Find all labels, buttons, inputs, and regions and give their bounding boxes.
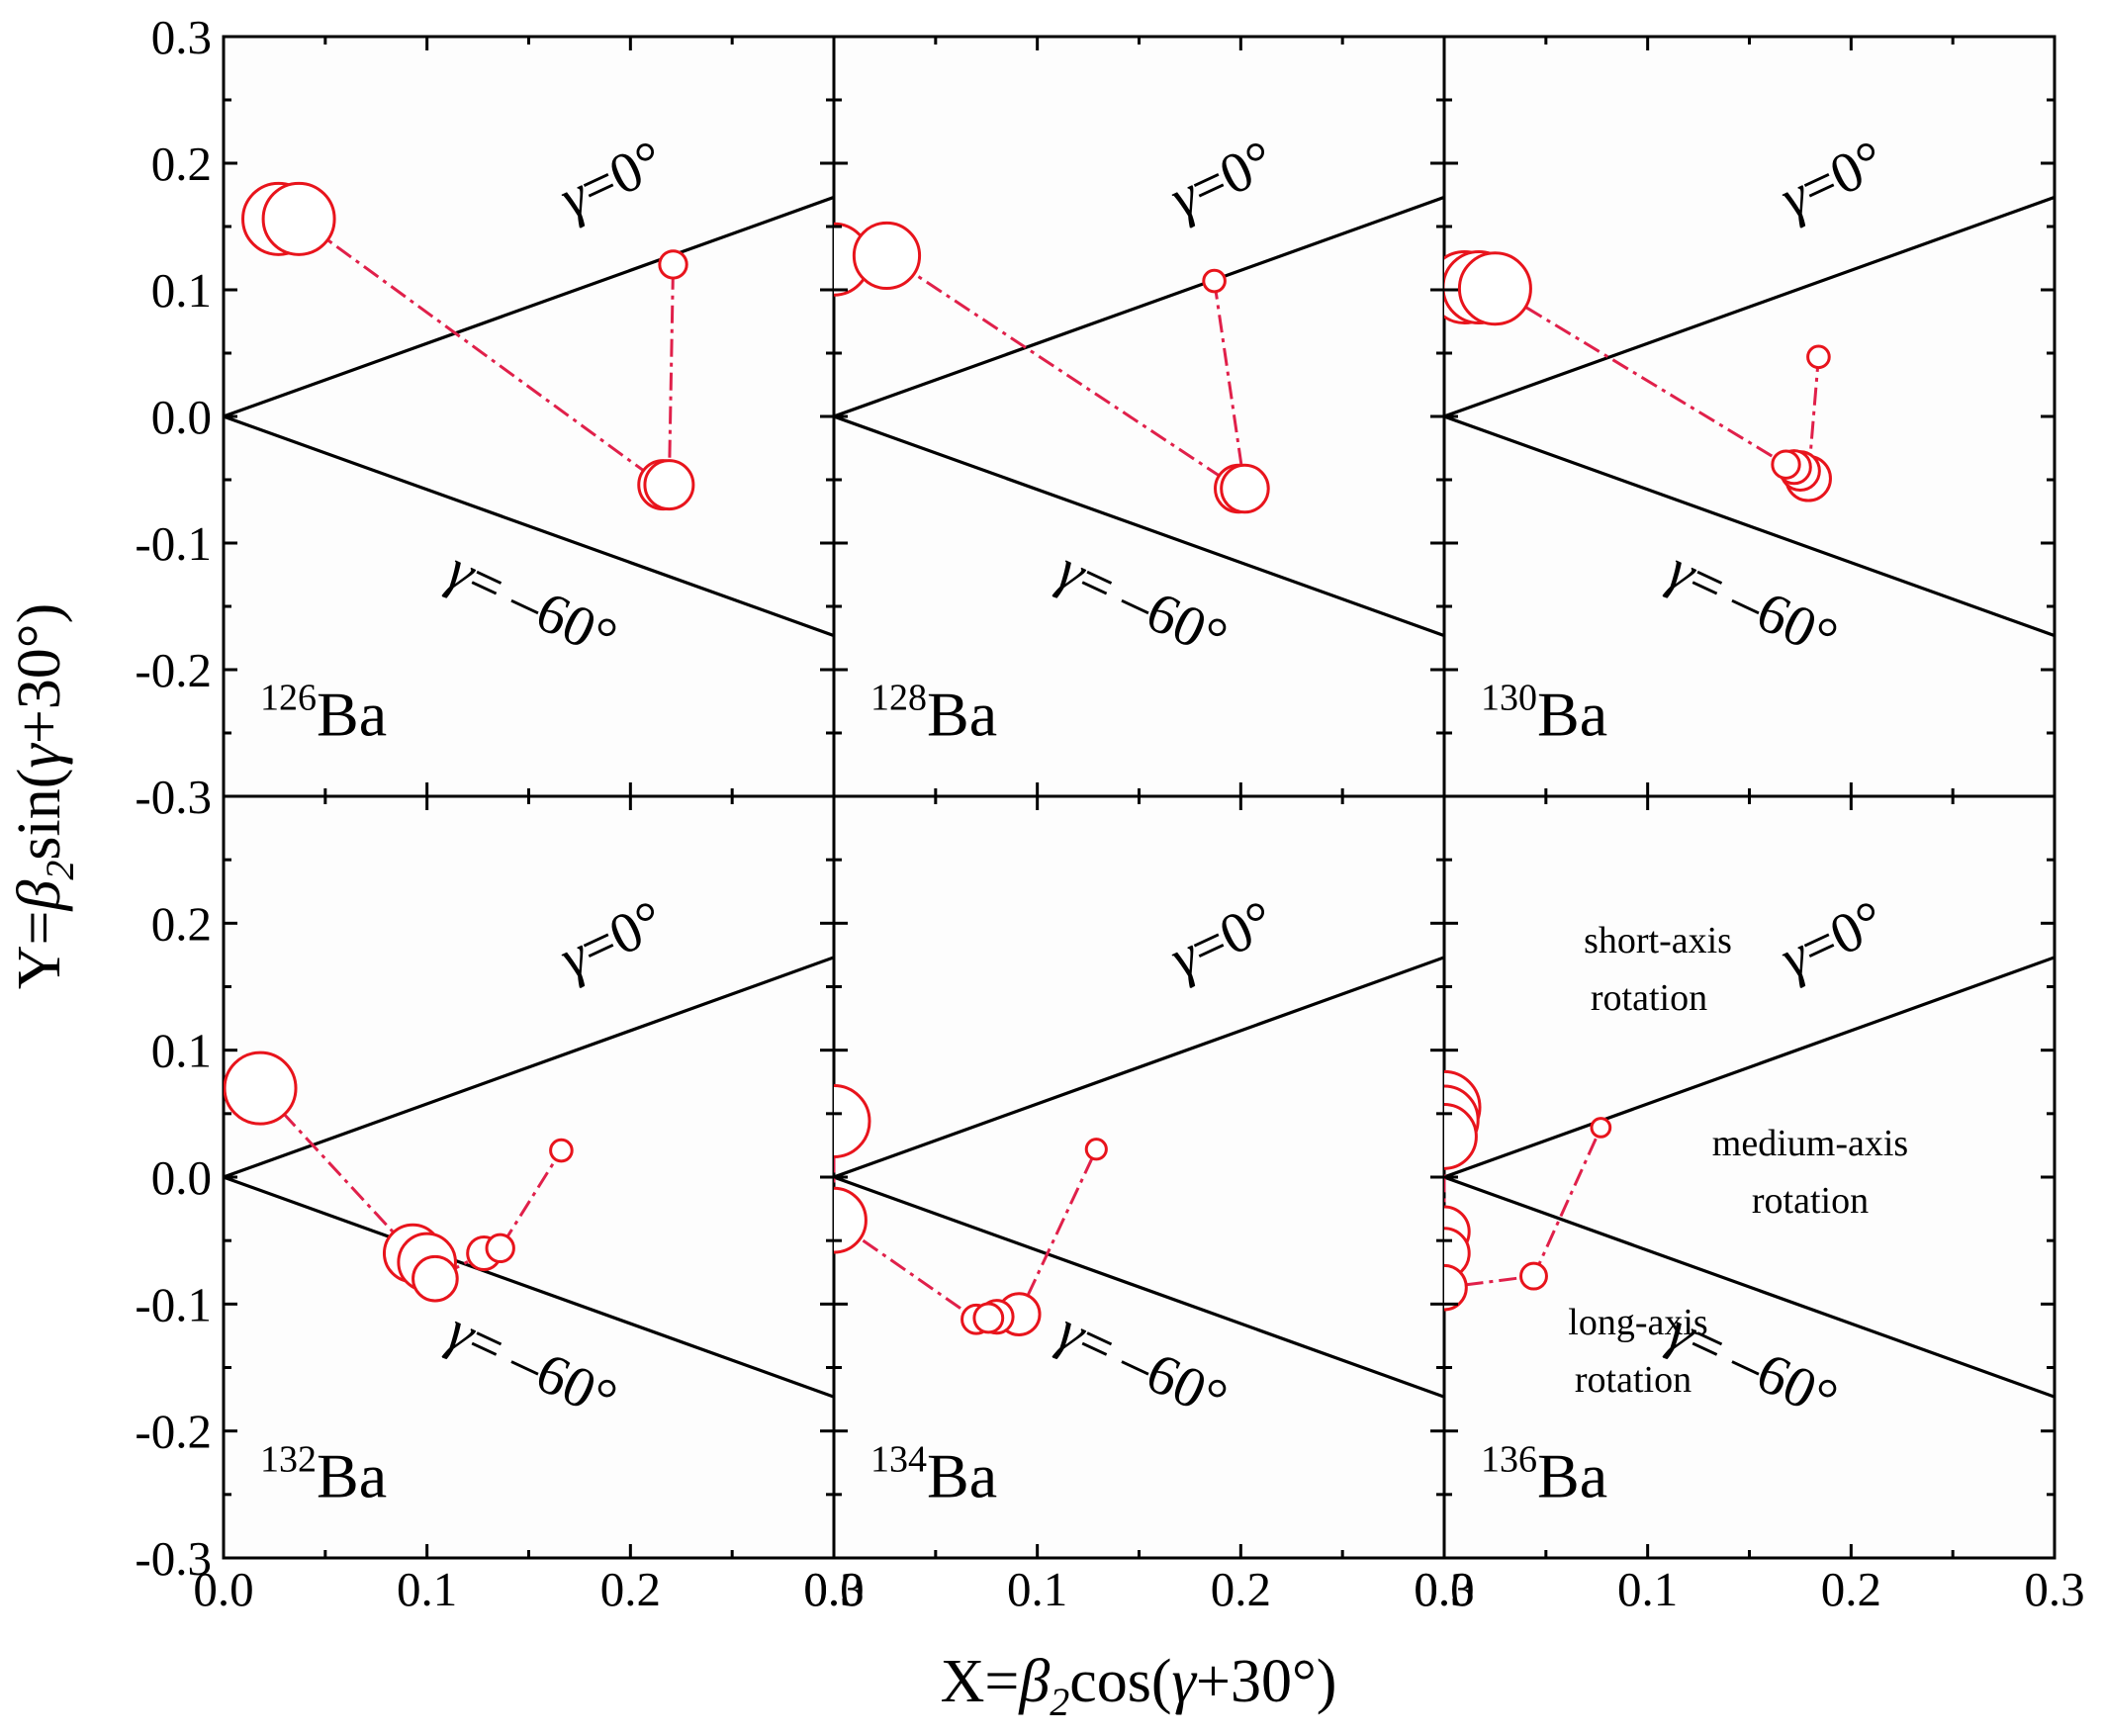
data-point	[549, 1138, 574, 1163]
x-tick-label: 0.3	[1414, 1562, 1474, 1616]
y-tick-label: 0.2	[151, 137, 212, 191]
medium-axis-label-2: rotation	[1752, 1180, 1869, 1222]
gamma-minus60-line	[834, 414, 1444, 638]
nucleus-label: 132Ba	[260, 1438, 387, 1510]
data-point	[1771, 449, 1801, 480]
short-axis-label-2: rotation	[1591, 977, 1707, 1019]
x-tick-label: 0.3	[2024, 1562, 2084, 1616]
gamma-minus60-line	[834, 1175, 1444, 1399]
tick-labels: 0.0 0.1 0.2 0.30.0 0.1 0.2 0.30.0 0.1 0.2 0.30.30…	[135, 10, 2084, 1616]
data-point	[1444, 1103, 1478, 1170]
x-axis-title: X=β2cos(γ+30°)	[941, 1648, 1337, 1724]
y-tick-label: -0.2	[135, 643, 212, 697]
x-tick-label: 0.2	[1821, 1562, 1881, 1616]
gamma-minus60-line	[224, 414, 834, 638]
gamma-0-line	[224, 956, 834, 1179]
data-point	[834, 1186, 868, 1254]
gamma-0-line	[1444, 195, 2055, 418]
x-tick-label: 0.0	[193, 1562, 253, 1616]
gamma-0-line	[224, 195, 834, 418]
data-point	[485, 1233, 515, 1264]
x-tick-label: 0.3	[803, 1562, 864, 1616]
x-tick-label: 0.0	[803, 1562, 864, 1616]
panel-132ba: γ=0°γ= –60°132Ba	[222, 794, 836, 1560]
data-point	[1444, 1263, 1468, 1312]
nucleus-label: 134Ba	[870, 1438, 997, 1510]
nucleus-label: 136Ba	[1481, 1438, 1607, 1510]
y-tick-label: -0.2	[135, 1405, 212, 1459]
panel-136ba: γ=0°γ= –60°136Ba	[1442, 794, 2057, 1560]
data-point	[261, 181, 336, 256]
data-point	[852, 221, 922, 291]
gamma-minus60-line	[224, 1175, 834, 1399]
tick-marks	[222, 35, 2057, 1560]
y-tick-label: 0.0	[151, 1150, 212, 1205]
plot-area	[224, 181, 834, 638]
data-point	[1220, 463, 1270, 514]
y-tick-label: 0.0	[151, 390, 212, 444]
nucleus-label: 130Ba	[1481, 678, 1607, 750]
gamma-0-line	[1444, 956, 2055, 1179]
data-point	[972, 1302, 1005, 1334]
plot-area	[224, 956, 834, 1399]
panel-frame	[1442, 794, 2057, 1560]
short-axis-label: short-axis	[1584, 920, 1732, 961]
data-point	[1457, 251, 1532, 326]
gamma-minus60-line	[1444, 1175, 2055, 1399]
y-tick-label: 0.1	[151, 1024, 212, 1078]
y-tick-label: -0.1	[135, 1277, 212, 1331]
y-axis-title: Y=β2sin(γ+30°)	[6, 603, 82, 989]
data-point	[1519, 1261, 1548, 1291]
panel-130ba: γ=0°γ= –60°130Ba	[1442, 35, 2057, 798]
panel-frame	[832, 35, 1446, 798]
x-tick-label: 0.1	[1007, 1562, 1067, 1616]
nucleus-label: 126Ba	[260, 678, 387, 750]
y-tick-label: -0.1	[135, 516, 212, 571]
data-point	[834, 1084, 871, 1159]
gamma-0-line	[834, 195, 1444, 418]
y-tick-label: -0.3	[135, 1531, 212, 1586]
plot-area	[834, 195, 1444, 638]
y-tick-label: 0.3	[151, 10, 212, 64]
data-point	[224, 1051, 298, 1126]
medium-axis-label: medium-axis	[1712, 1123, 1908, 1164]
x-tick-label: 0.2	[600, 1562, 661, 1616]
data-point	[1590, 1117, 1612, 1139]
nucleus-label: 128Ba	[870, 678, 997, 750]
data-point	[1806, 344, 1831, 370]
gamma-minus60-line	[1444, 414, 2055, 638]
data-point	[658, 249, 688, 280]
x-tick-label: 0.1	[1617, 1562, 1678, 1616]
data-point	[411, 1254, 459, 1303]
plot-area	[1444, 195, 2055, 638]
long-axis-label-2: rotation	[1575, 1359, 1692, 1401]
y-tick-label: 0.1	[151, 263, 212, 318]
panel-frame	[222, 35, 836, 798]
panel-134ba: γ=0°γ= –60°134Ba	[832, 794, 1446, 1560]
gamma-0-line	[834, 956, 1444, 1179]
long-axis-label: long-axis	[1568, 1302, 1707, 1343]
y-tick-label: 0.2	[151, 896, 212, 951]
data-point	[1202, 268, 1227, 294]
plot-area	[834, 956, 1444, 1399]
y-tick-label: -0.3	[135, 770, 212, 824]
x-tick-label: 0.2	[1211, 1562, 1271, 1616]
x-tick-label: 0.1	[397, 1562, 457, 1616]
panel-126ba: γ=0°γ= –60°126Ba	[222, 35, 836, 798]
panel-128ba: γ=0°γ= –60°128Ba	[832, 35, 1446, 798]
data-point	[643, 459, 695, 511]
data-point	[1084, 1138, 1108, 1161]
x-tick-label: 0.0	[1414, 1562, 1474, 1616]
